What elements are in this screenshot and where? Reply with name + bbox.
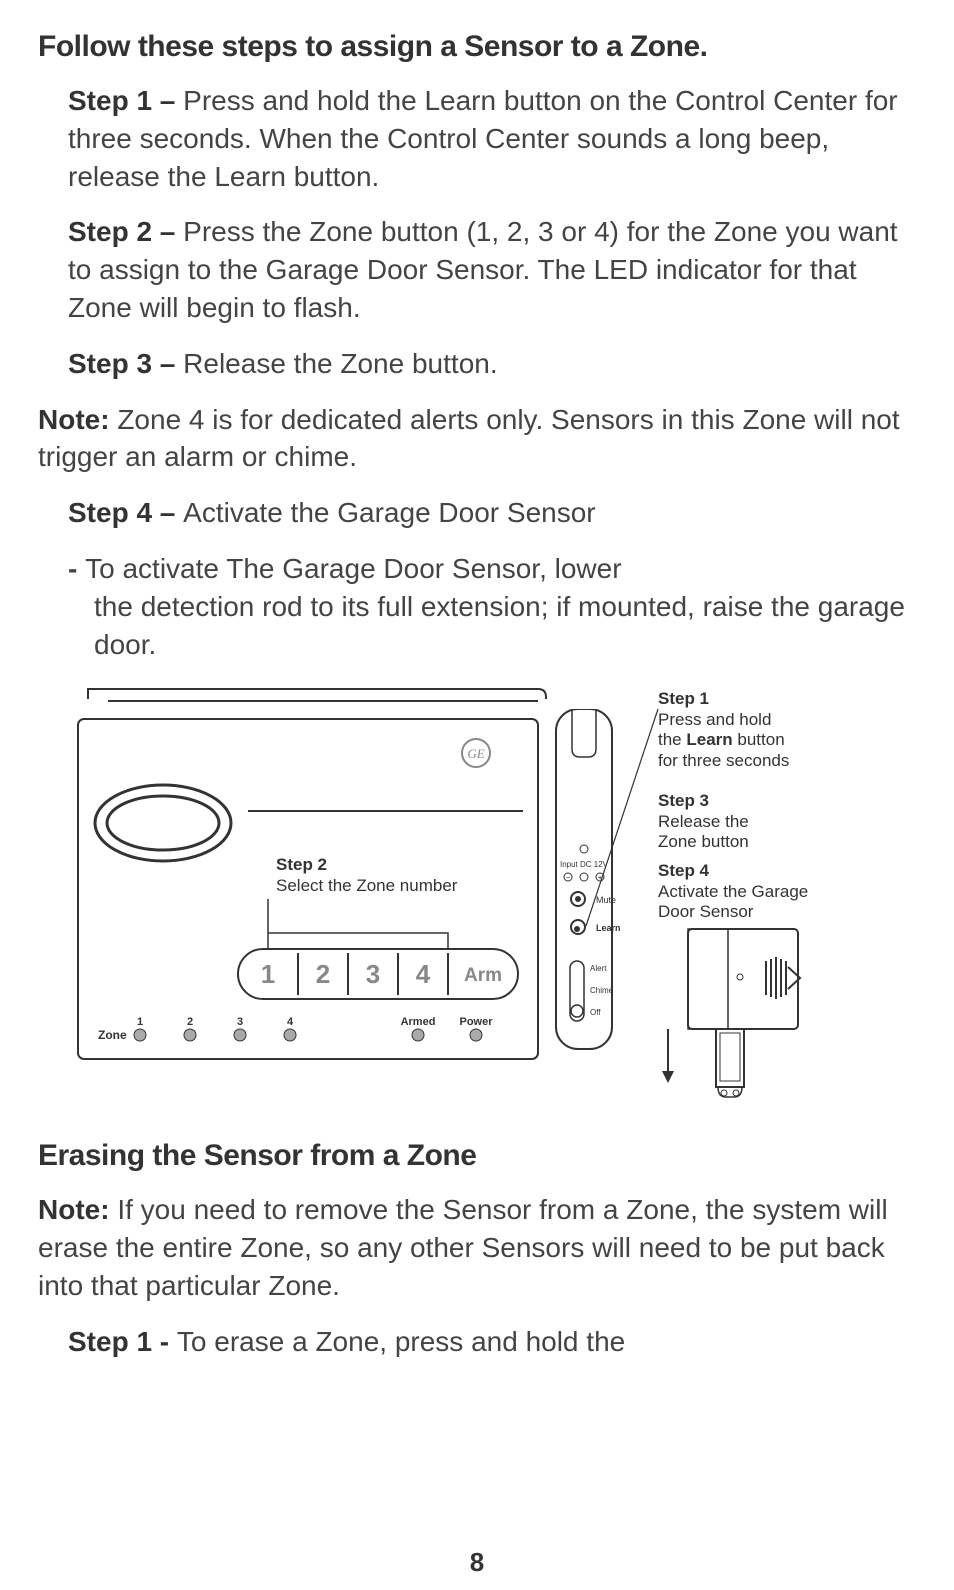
zone-word: Zone <box>98 1028 127 1042</box>
step-2: Step 2 – Press the Zone button (1, 2, 3 … <box>68 213 916 326</box>
page-number: 8 <box>470 1547 484 1578</box>
callout-step4: Step 4 Activate the Garage Door Sensor <box>658 861 858 922</box>
callout-step2: Step 2 Select the Zone number <box>276 855 457 896</box>
step-3-label: Step 3 – <box>68 348 183 379</box>
callout-step3: Step 3 Release the Zone button <box>658 791 838 852</box>
svg-text:3: 3 <box>237 1016 243 1028</box>
section-heading-assign: Follow these steps to assign a Sensor to… <box>38 30 916 64</box>
erase-step1-label: Step 1 - <box>68 1326 177 1357</box>
callout-step3-line1: Release the <box>658 812 749 831</box>
step-4: Step 4 – Activate the Garage Door Sensor <box>68 494 916 532</box>
step-4-text: Activate the Garage Door Sensor <box>183 497 595 528</box>
chime-label: Chime <box>590 986 614 995</box>
step-1: Step 1 – Press and hold the Learn button… <box>68 82 916 195</box>
erase-note-label: Note: <box>38 1194 117 1225</box>
step-3: Step 3 – Release the Zone button. <box>68 345 916 383</box>
step-1-label: Step 1 – <box>68 85 183 116</box>
zone-btn-4: 4 <box>416 959 431 989</box>
power-label: Power <box>459 1016 493 1028</box>
leader-step1 <box>578 701 660 931</box>
alert-label: Alert <box>590 964 607 973</box>
callout-step1-line2c: button <box>733 730 785 749</box>
callout-step4-line1: Activate the Garage <box>658 882 808 901</box>
callout-step1-line2b: Learn <box>686 730 732 749</box>
svg-text:−: − <box>566 875 570 882</box>
erase-step1-text: To erase a Zone, press and hold the <box>177 1326 625 1357</box>
callout-step1-line3: for three seconds <box>658 751 789 770</box>
callout-step4-line2: Door Sensor <box>658 902 753 921</box>
step-1-text: Press and hold the Learn button on the C… <box>68 85 898 192</box>
step-2-text: Press the Zone button (1, 2, 3 or 4) for… <box>68 216 898 323</box>
step-4-label: Step 4 – <box>68 497 183 528</box>
erase-note-text: If you need to remove the Sensor from a … <box>38 1194 888 1301</box>
svg-text:4: 4 <box>287 1016 294 1028</box>
diagram-area: GE 1 2 3 4 Arm Zone 1 2 3 4 Armed Power <box>68 681 916 1111</box>
callout-step3-line2: Zone button <box>658 832 749 851</box>
note-text: Zone 4 is for dedicated alerts only. Sen… <box>38 404 900 473</box>
callout-step2-text: Select the Zone number <box>276 876 457 895</box>
step-4-bullet: - To activate The Garage Door Sensor, lo… <box>68 550 916 588</box>
callout-step3-title: Step 3 <box>658 791 838 811</box>
erase-note: Note: If you need to remove the Sensor f… <box>38 1191 916 1304</box>
svg-text:GE: GE <box>467 746 484 761</box>
off-label: Off <box>590 1008 601 1017</box>
step-3-text: Release the Zone button. <box>183 348 497 379</box>
note-zone4: Note: Zone 4 is for dedicated alerts onl… <box>38 401 916 477</box>
callout-step1-title: Step 1 <box>658 689 858 709</box>
svg-text:1: 1 <box>137 1016 143 1028</box>
callout-step1-line2a: the <box>658 730 686 749</box>
zone-btn-2: 2 <box>316 959 330 989</box>
bullet-dash: - <box>68 553 85 584</box>
note-label: Note: <box>38 404 117 435</box>
step-2-label: Step 2 – <box>68 216 183 247</box>
zone-btn-3: 3 <box>366 959 380 989</box>
callout-step1: Step 1 Press and hold the Learn button f… <box>658 689 858 771</box>
garage-sensor-diagram <box>648 919 808 1109</box>
erase-step1: Step 1 - To erase a Zone, press and hold… <box>68 1323 916 1361</box>
armed-label: Armed <box>401 1016 436 1028</box>
callout-step4-title: Step 4 <box>658 861 858 881</box>
section-heading-erase: Erasing the Sensor from a Zone <box>38 1139 916 1173</box>
arm-btn: Arm <box>464 965 502 986</box>
svg-text:2: 2 <box>187 1016 193 1028</box>
callout-step2-title: Step 2 <box>276 855 457 875</box>
step-4-bullet-text: To activate The Garage Door Sensor, lowe… <box>85 553 621 584</box>
zone-btn-1: 1 <box>261 959 275 989</box>
callout-step1-line1: Press and hold <box>658 710 771 729</box>
step-4-bullet-cont: the detection rod to its full extension;… <box>94 588 916 664</box>
